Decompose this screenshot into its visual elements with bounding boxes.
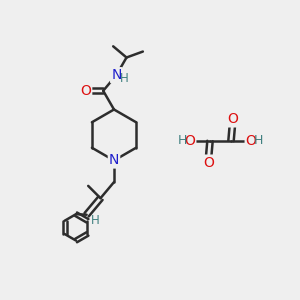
Text: O: O [203, 156, 214, 170]
Text: O: O [246, 134, 256, 148]
Text: N: N [109, 154, 119, 167]
Text: N: N [111, 68, 122, 82]
Text: O: O [80, 84, 91, 98]
Text: H: H [177, 134, 187, 148]
Text: H: H [120, 72, 128, 85]
Text: H: H [254, 134, 264, 148]
Text: O: O [184, 134, 195, 148]
Text: O: O [227, 112, 238, 126]
Text: H: H [91, 214, 100, 226]
